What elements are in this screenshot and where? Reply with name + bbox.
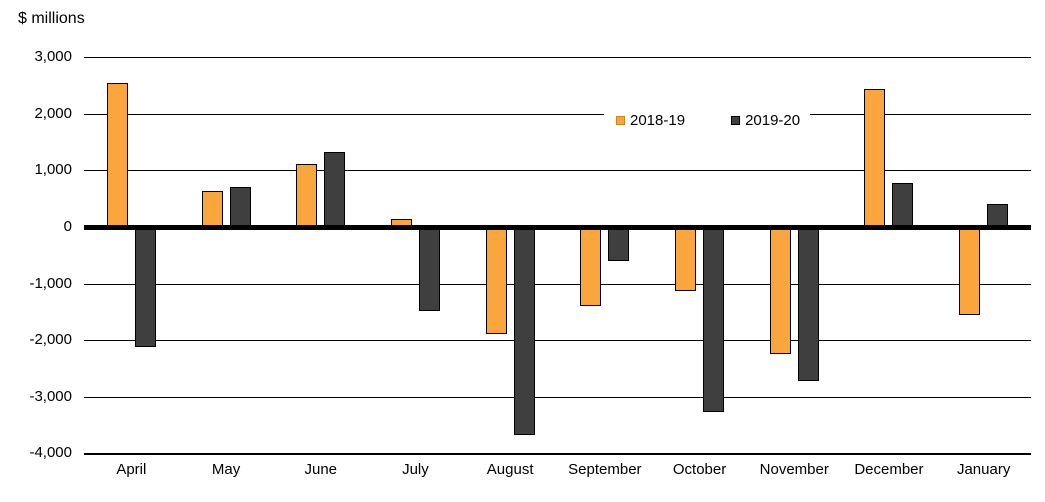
y-tick-label-1000: 1,000 — [34, 161, 72, 179]
y-axis-unit-label: $ millions — [18, 10, 85, 27]
x-axis-label-september: September — [568, 461, 642, 478]
bar-2018-19-june — [296, 163, 318, 229]
legend-item-2019-20: 2019-20 — [731, 112, 800, 129]
gridline--2000 — [84, 340, 1031, 342]
gridline-3000 — [84, 57, 1031, 59]
bar-2019-20-may — [229, 186, 251, 229]
bar-2018-19-december — [864, 88, 886, 229]
legend-swatch-2019-20-icon — [731, 116, 741, 125]
y-tick-label--2000: -2,000 — [29, 331, 72, 349]
legend-label-2018-19: 2018-19 — [630, 112, 686, 129]
x-axis-label-july: July — [402, 461, 429, 478]
x-axis-label-august: August — [486, 461, 534, 478]
bar-2019-20-april — [134, 225, 156, 347]
y-tick-label--3000: -3,000 — [29, 387, 72, 405]
y-tick-label-0: 0 — [63, 218, 72, 235]
x-axis-label-june: June — [304, 461, 338, 478]
bar-2019-20-june — [324, 152, 346, 229]
x-axis-label-october: October — [672, 461, 727, 478]
y-tick-label--1000: -1,000 — [29, 274, 72, 292]
y-tick-label--4000: -4,000 — [29, 444, 72, 462]
bar-2019-20-october — [703, 225, 725, 413]
y-tick-label-2000: 2,000 — [34, 104, 72, 122]
bar-2019-20-september — [608, 225, 630, 261]
x-axis-label-november: November — [759, 461, 829, 478]
bar-2019-20-november — [797, 225, 819, 381]
gridline-1000 — [84, 170, 1031, 172]
gridline--1000 — [84, 283, 1031, 285]
bar-2018-19-november — [769, 225, 791, 355]
bar-2019-20-december — [892, 182, 914, 229]
gridline-2000 — [84, 113, 1031, 115]
bar-2018-19-september — [580, 225, 602, 306]
bar-2019-20-july — [418, 225, 440, 312]
x-axis-label-may: May — [211, 461, 241, 478]
bar-2018-19-april — [106, 82, 128, 229]
legend-swatch-2018-19-icon — [616, 116, 625, 125]
y-tick-label-3000: 3,000 — [34, 48, 72, 66]
legend-item-2018-19: 2018-19 — [616, 112, 685, 129]
x-axis-label-january: January — [956, 461, 1011, 478]
x-axis-label-april: April — [116, 461, 147, 478]
bar-2018-19-may — [201, 190, 223, 229]
x-axis-label-december: December — [854, 461, 924, 478]
bar-2018-19-august — [485, 225, 507, 334]
bar-2018-19-january — [959, 225, 981, 315]
zero-axis-line — [84, 225, 1031, 230]
x-axis-line — [84, 453, 1031, 456]
bar-2018-19-october — [675, 225, 697, 291]
legend: 2018-19 2019-20 — [604, 109, 811, 132]
legend-label-2019-20: 2019-20 — [745, 112, 801, 129]
gridline--3000 — [84, 396, 1031, 398]
bar-2019-20-august — [513, 225, 535, 436]
